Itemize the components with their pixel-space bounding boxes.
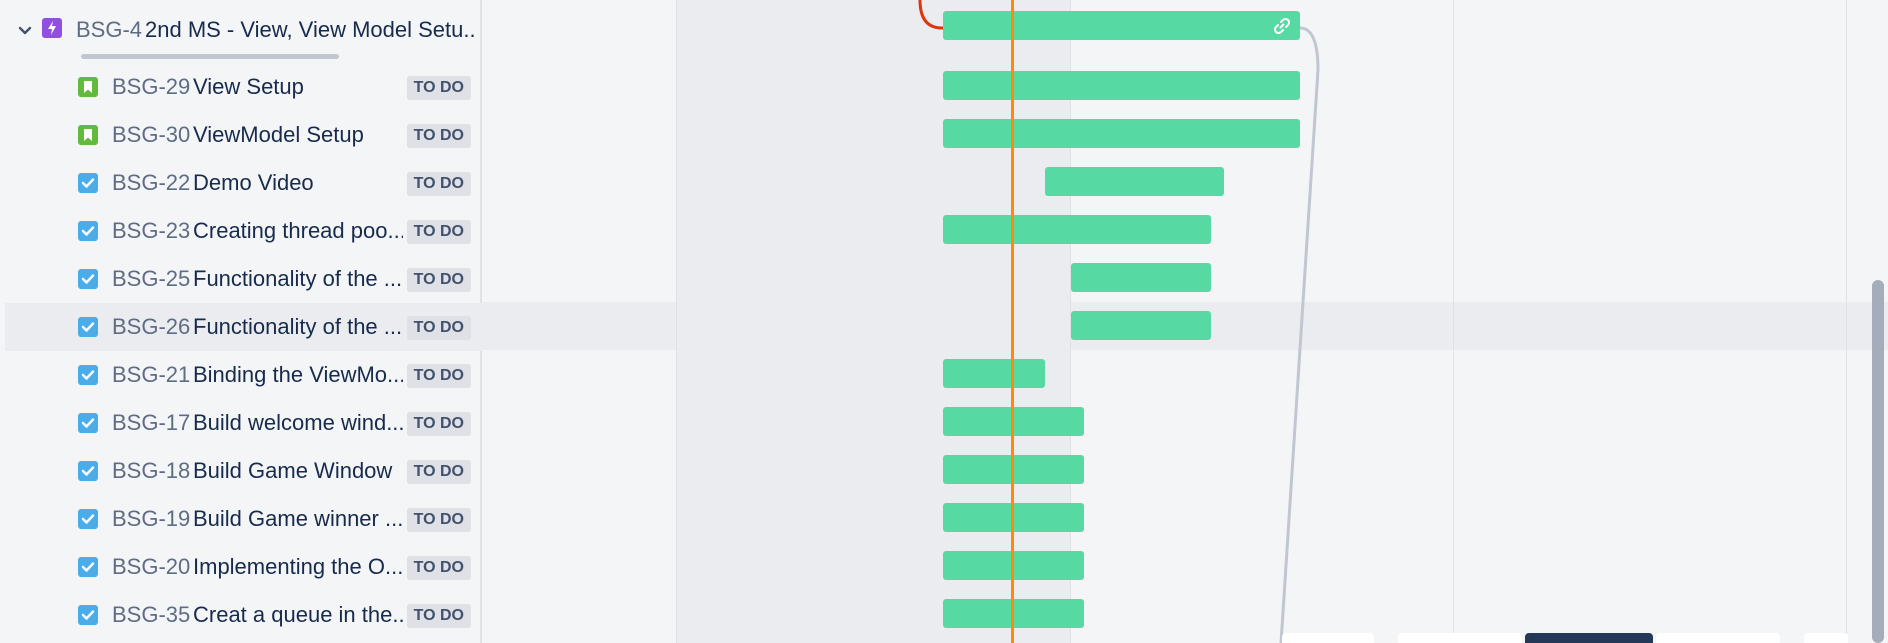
issue-key[interactable]: BSG-30: [112, 122, 191, 147]
issue-key[interactable]: BSG-18: [112, 458, 191, 483]
issue-key[interactable]: BSG-25: [112, 266, 191, 291]
status-badge[interactable]: TO DO: [406, 316, 471, 340]
toolbar-fragment[interactable]: [1656, 633, 1780, 643]
issue-title[interactable]: Demo Video: [193, 170, 314, 195]
link-icon[interactable]: [1272, 16, 1292, 36]
toolbar-selected-fragment[interactable]: [1525, 633, 1653, 643]
issue-row[interactable]: BSG-19 Build Game winner ... TO DO: [5, 495, 482, 543]
issue-row[interactable]: BSG-21 Binding the ViewMo... TO DO: [5, 351, 482, 399]
issue-key[interactable]: BSG-22: [112, 170, 191, 195]
status-badge[interactable]: TO DO: [406, 172, 471, 196]
task-checkbox-icon: [78, 461, 98, 481]
issue-title[interactable]: Binding the ViewMo...: [193, 362, 403, 387]
dependency-line-incoming: [918, 0, 949, 30]
issue-title[interactable]: Creating thread poo...: [193, 218, 403, 243]
issue-key[interactable]: BSG-20: [112, 554, 191, 579]
issue-row[interactable]: BSG-26 Functionality of the ... TO DO: [5, 303, 482, 351]
story-bookmark-icon: [78, 77, 98, 97]
issue-key[interactable]: BSG-29: [112, 74, 191, 99]
status-badge[interactable]: TO DO: [406, 364, 471, 388]
toolbar-fragment[interactable]: [1398, 633, 1522, 643]
status-badge[interactable]: TO DO: [406, 460, 471, 484]
issue-row[interactable]: BSG-30 ViewModel Setup TO DO: [5, 111, 482, 159]
issue-bar[interactable]: [943, 359, 1045, 388]
issue-title[interactable]: ViewModel Setup: [193, 122, 364, 147]
issue-title[interactable]: Build Game Window: [193, 458, 393, 483]
issue-key[interactable]: BSG-23: [112, 218, 191, 243]
task-checkbox-icon: [78, 173, 98, 193]
issue-title[interactable]: Functionality of the ...: [193, 314, 403, 339]
issue-bar[interactable]: [943, 119, 1300, 148]
issue-bar[interactable]: [943, 71, 1300, 100]
issue-row[interactable]: BSG-20 Implementing the O... TO DO: [5, 543, 482, 591]
issue-row[interactable]: BSG-23 Creating thread poo... TO DO: [5, 207, 482, 255]
issue-bar[interactable]: [1071, 263, 1211, 292]
status-badge[interactable]: TO DO: [406, 220, 471, 244]
grid-line: [1846, 0, 1847, 643]
issue-list-pane: BSG-4 2nd MS - View, View Model Setu... …: [0, 0, 482, 643]
issue-title[interactable]: Creat a queue in the...: [193, 602, 403, 627]
issue-title[interactable]: Build welcome wind...: [193, 410, 403, 435]
grid-line: [1453, 0, 1454, 643]
epic-lightning-icon: [42, 18, 62, 38]
issue-bar[interactable]: [1071, 311, 1211, 340]
parent-issue-row[interactable]: BSG-4 2nd MS - View, View Model Setu...: [5, 6, 482, 59]
task-checkbox-icon: [78, 269, 98, 289]
grid-line: [1070, 0, 1071, 643]
dependency-lines: [918, 0, 1320, 643]
issue-key[interactable]: BSG-35: [112, 602, 191, 627]
toolbar-fragment[interactable]: [1282, 633, 1374, 643]
parent-issue-bar[interactable]: [943, 11, 1300, 40]
status-badge[interactable]: TO DO: [406, 556, 471, 580]
issue-title[interactable]: View Setup: [193, 74, 304, 99]
status-badge[interactable]: TO DO: [406, 508, 471, 532]
issue-title[interactable]: Build Game winner ...: [193, 506, 403, 531]
status-badge[interactable]: TO DO: [406, 412, 471, 436]
issue-title[interactable]: Implementing the O...: [193, 554, 403, 579]
issue-row[interactable]: BSG-17 Build welcome wind... TO DO: [5, 399, 482, 447]
issue-key[interactable]: BSG-21: [112, 362, 191, 387]
issue-title[interactable]: 2nd MS - View, View Model Setu...: [145, 17, 475, 42]
task-checkbox-icon: [78, 221, 98, 241]
status-badge[interactable]: TO DO: [406, 76, 471, 100]
issue-bar[interactable]: [1045, 167, 1224, 196]
story-bookmark-icon: [78, 125, 98, 145]
issue-key[interactable]: BSG-26: [112, 314, 191, 339]
status-badge[interactable]: TO DO: [406, 124, 471, 148]
toolbar-fragment[interactable]: [1804, 633, 1848, 643]
scrollbar-thumb[interactable]: [1872, 280, 1884, 643]
task-checkbox-icon: [78, 413, 98, 433]
issue-key[interactable]: BSG-4: [76, 17, 143, 42]
issue-row[interactable]: BSG-35 Creat a queue in the... TO DO: [5, 591, 482, 639]
task-checkbox-icon: [78, 605, 98, 625]
issue-row[interactable]: BSG-18 Build Game Window TO DO: [5, 447, 482, 495]
task-checkbox-icon: [78, 317, 98, 337]
chevron-down-icon[interactable]: [17, 23, 33, 39]
timeline-grid[interactable]: [482, 0, 1888, 643]
task-checkbox-icon: [78, 509, 98, 529]
status-badge[interactable]: TO DO: [406, 268, 471, 292]
issue-key[interactable]: BSG-17: [112, 410, 191, 435]
task-checkbox-icon: [78, 365, 98, 385]
issue-row[interactable]: BSG-22 Demo Video TO DO: [5, 159, 482, 207]
issue-key[interactable]: BSG-19: [112, 506, 191, 531]
dependency-line-outgoing: [1279, 26, 1320, 643]
issue-row[interactable]: BSG-25 Functionality of the ... TO DO: [5, 255, 482, 303]
task-checkbox-icon: [78, 557, 98, 577]
progress-underline: [81, 54, 339, 59]
issue-bar[interactable]: [943, 215, 1211, 244]
today-marker: [1011, 0, 1014, 643]
issue-title[interactable]: Functionality of the ...: [193, 266, 403, 291]
grid-line: [676, 0, 677, 643]
vertical-scrollbar[interactable]: [1868, 0, 1888, 643]
issue-row[interactable]: BSG-29 View Setup TO DO: [5, 63, 482, 111]
status-badge[interactable]: TO DO: [406, 604, 471, 628]
